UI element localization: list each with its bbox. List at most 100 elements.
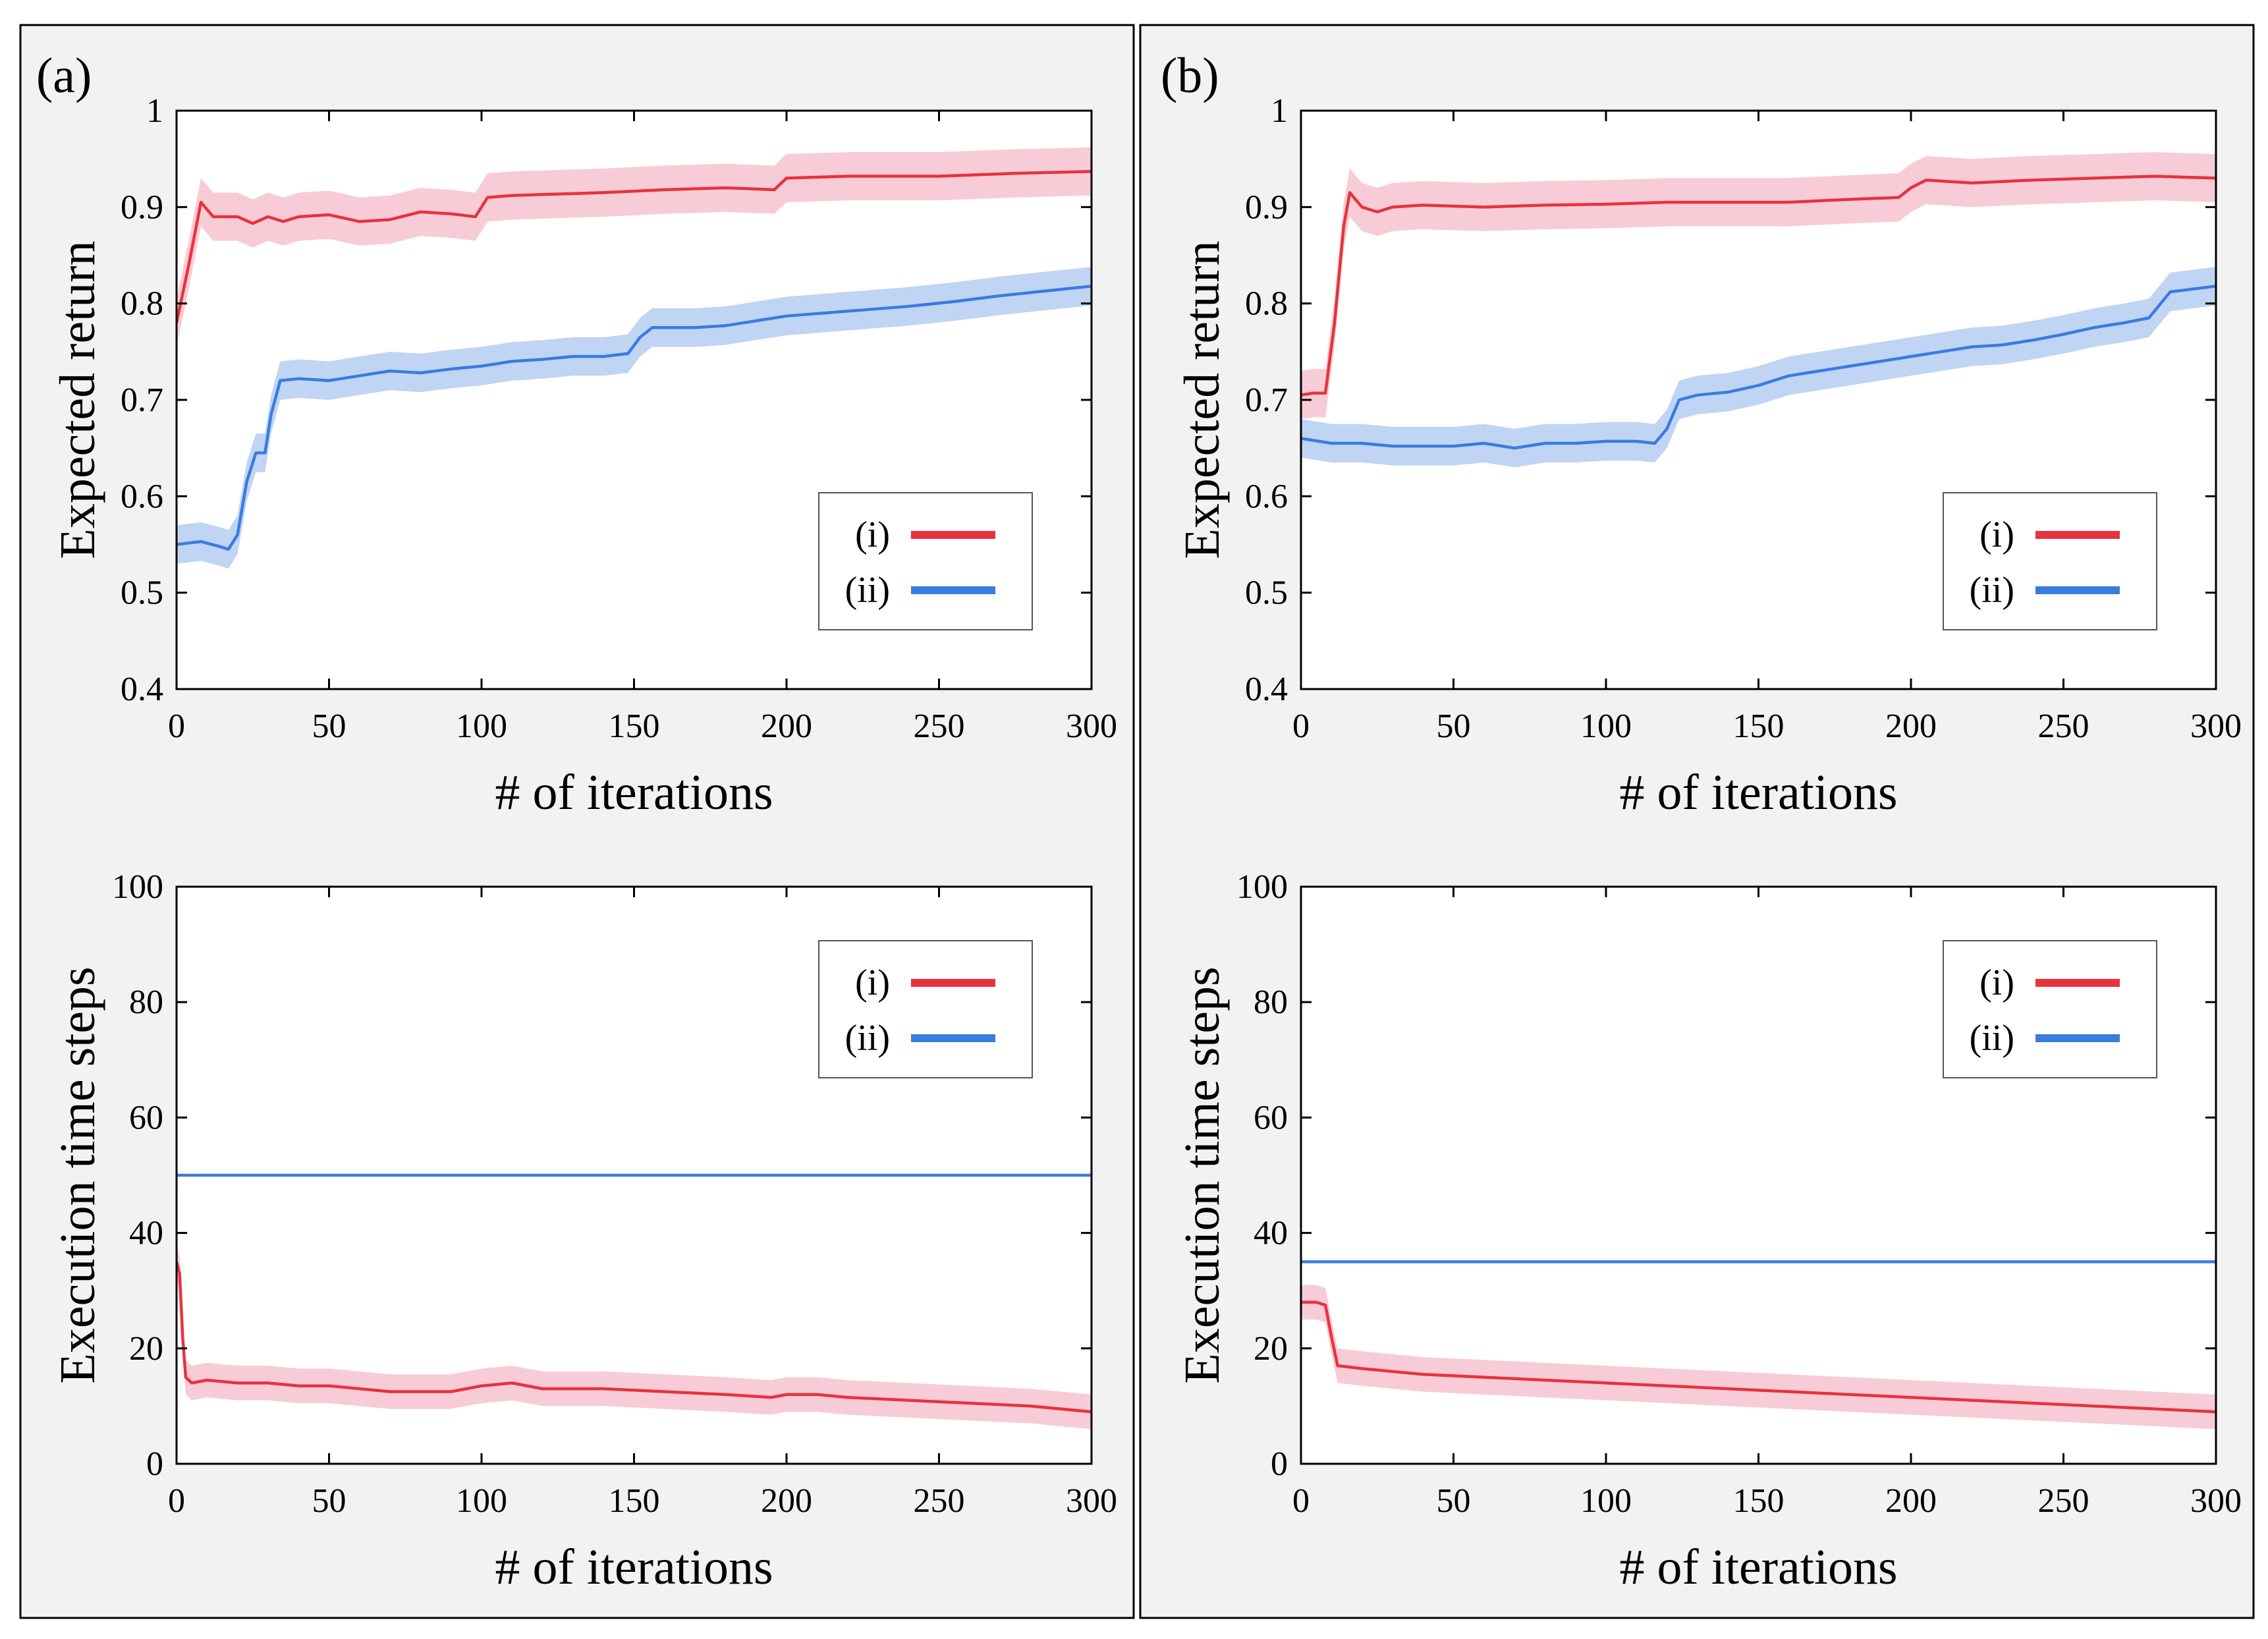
x-axis-label: # of iterations — [1619, 1540, 1897, 1595]
y-tick-label: 0.6 — [121, 478, 163, 515]
y-tick-label: 60 — [1254, 1099, 1288, 1136]
legend-label: (ii) — [1970, 570, 2014, 611]
legend-label: (i) — [855, 962, 890, 1003]
legend-label: (i) — [1979, 962, 2014, 1003]
x-tick-label: 200 — [1885, 708, 1937, 745]
x-tick-label: 50 — [1437, 1482, 1471, 1520]
legend-label: (i) — [1979, 514, 2014, 555]
x-tick-label: 150 — [609, 1482, 660, 1520]
x-tick-label: 150 — [1733, 708, 1784, 745]
y-tick-label: 100 — [112, 868, 163, 906]
x-tick-label: 300 — [2190, 708, 2242, 745]
y-axis-label: Execution time steps — [50, 966, 105, 1383]
series-band-red — [1301, 1285, 2216, 1430]
x-tick-label: 0 — [168, 1482, 185, 1520]
y-tick-label: 80 — [129, 984, 163, 1021]
x-tick-label: 100 — [456, 1482, 507, 1520]
legend-label: (ii) — [845, 570, 890, 611]
x-tick-label: 250 — [2038, 708, 2089, 745]
y-tick-label: 0.7 — [1245, 381, 1288, 419]
y-tick-label: 0.8 — [121, 285, 163, 323]
x-tick-label: 250 — [2038, 1482, 2089, 1520]
x-tick-label: 0 — [1292, 1482, 1310, 1520]
x-axis-label: # of iterations — [1619, 765, 1897, 820]
y-axis-label: Expected return — [1175, 240, 1230, 559]
y-tick-label: 0 — [146, 1445, 163, 1483]
legend: (i) (ii) — [818, 940, 1033, 1078]
series-line-red — [177, 1261, 1092, 1414]
series-line-red — [1301, 175, 2216, 397]
y-tick-label: 20 — [1254, 1330, 1288, 1368]
y-tick-label: 1 — [1271, 92, 1288, 130]
chart-execution-time-b: 0 50 100 150 200 250 300 0 20 40 60 80 100 # of itera… — [1175, 868, 2242, 1595]
y-tick-label: 40 — [129, 1215, 163, 1252]
x-tick-label: 150 — [609, 708, 660, 745]
legend: (i) (ii) — [818, 492, 1033, 630]
legend-label: (ii) — [845, 1018, 890, 1059]
x-tick-label: 0 — [1292, 708, 1310, 745]
x-tick-label: 150 — [1733, 1482, 1784, 1520]
x-tick-label: 100 — [456, 708, 507, 745]
legend: (i) (ii) — [1943, 940, 2157, 1078]
y-tick-label: 0.5 — [1245, 574, 1288, 612]
y-tick-label: 0 — [1271, 1445, 1288, 1483]
y-tick-label: 1 — [146, 92, 163, 130]
x-tick-label: 50 — [1437, 708, 1471, 745]
y-tick-label: 0.7 — [121, 381, 163, 419]
y-tick-label: 0.9 — [121, 188, 163, 226]
chart-expected-return-a: 0 50 100 150 200 250 300 0.4 0.5 0.6 0.7 0.8 0.9 1 # o… — [50, 92, 1117, 820]
panel-a-label: (a) — [36, 48, 92, 103]
x-axis-label: # of iterations — [495, 1540, 773, 1595]
x-tick-label: 250 — [914, 708, 965, 745]
x-tick-label: 300 — [2190, 1482, 2242, 1520]
x-tick-label: 0 — [168, 708, 185, 745]
x-tick-label: 200 — [761, 1482, 812, 1520]
y-tick-label: 40 — [1254, 1215, 1288, 1252]
series-band-red — [177, 1244, 1092, 1430]
chart-execution-time-a: 0 50 100 150 200 250 300 0 20 40 60 80 100 # of itera… — [50, 868, 1117, 1595]
y-tick-label: 0.5 — [121, 574, 163, 612]
x-tick-label: 200 — [1885, 1482, 1937, 1520]
series-line-red — [1301, 1300, 2216, 1414]
legend-label: (ii) — [1970, 1018, 2014, 1059]
plot-area — [1301, 1260, 2216, 1430]
x-tick-label: 100 — [1580, 1482, 1632, 1520]
chart-expected-return-b: 0 50 100 150 200 250 300 0.4 0.5 0.6 0.7 0.8 0.9 1 # o… — [1175, 92, 2242, 820]
y-tick-label: 0.9 — [1245, 188, 1288, 226]
series-band-red — [1301, 152, 2216, 420]
legend-box — [1943, 492, 2157, 630]
y-tick-label: 60 — [129, 1099, 163, 1136]
series-band-red — [177, 147, 1092, 347]
series-line-blue — [177, 285, 1092, 551]
legend-box — [818, 940, 1033, 1078]
legend-label: (i) — [855, 514, 890, 555]
legend: (i) (ii) — [1943, 492, 2157, 630]
series-line-red — [177, 169, 1092, 323]
plot-area — [177, 1173, 1092, 1430]
x-tick-label: 100 — [1580, 708, 1632, 745]
x-tick-label: 300 — [1066, 1482, 1117, 1520]
x-axis-label: # of iterations — [495, 765, 773, 820]
y-tick-label: 20 — [129, 1330, 163, 1368]
x-tick-label: 50 — [312, 1482, 346, 1520]
y-tick-label: 0.6 — [1245, 478, 1288, 515]
series-line-blue — [1301, 285, 2216, 450]
x-tick-label: 300 — [1066, 708, 1117, 745]
y-tick-label: 100 — [1236, 868, 1288, 906]
x-tick-label: 50 — [312, 708, 346, 745]
y-tick-label: 80 — [1254, 984, 1288, 1021]
plot-area — [177, 147, 1092, 569]
series-band-blue — [1301, 267, 2216, 468]
legend-box — [1943, 940, 2157, 1078]
x-tick-label: 250 — [914, 1482, 965, 1520]
y-axis-label: Expected return — [50, 240, 105, 559]
legend-box — [818, 492, 1033, 630]
panel-b-label: (b) — [1161, 48, 1219, 103]
plot-area — [1301, 152, 2216, 468]
y-tick-label: 0.4 — [121, 671, 163, 708]
x-tick-label: 200 — [761, 708, 812, 745]
y-axis-label: Execution time steps — [1175, 966, 1230, 1383]
y-tick-label: 0.4 — [1245, 671, 1288, 708]
y-tick-label: 0.8 — [1245, 285, 1288, 323]
